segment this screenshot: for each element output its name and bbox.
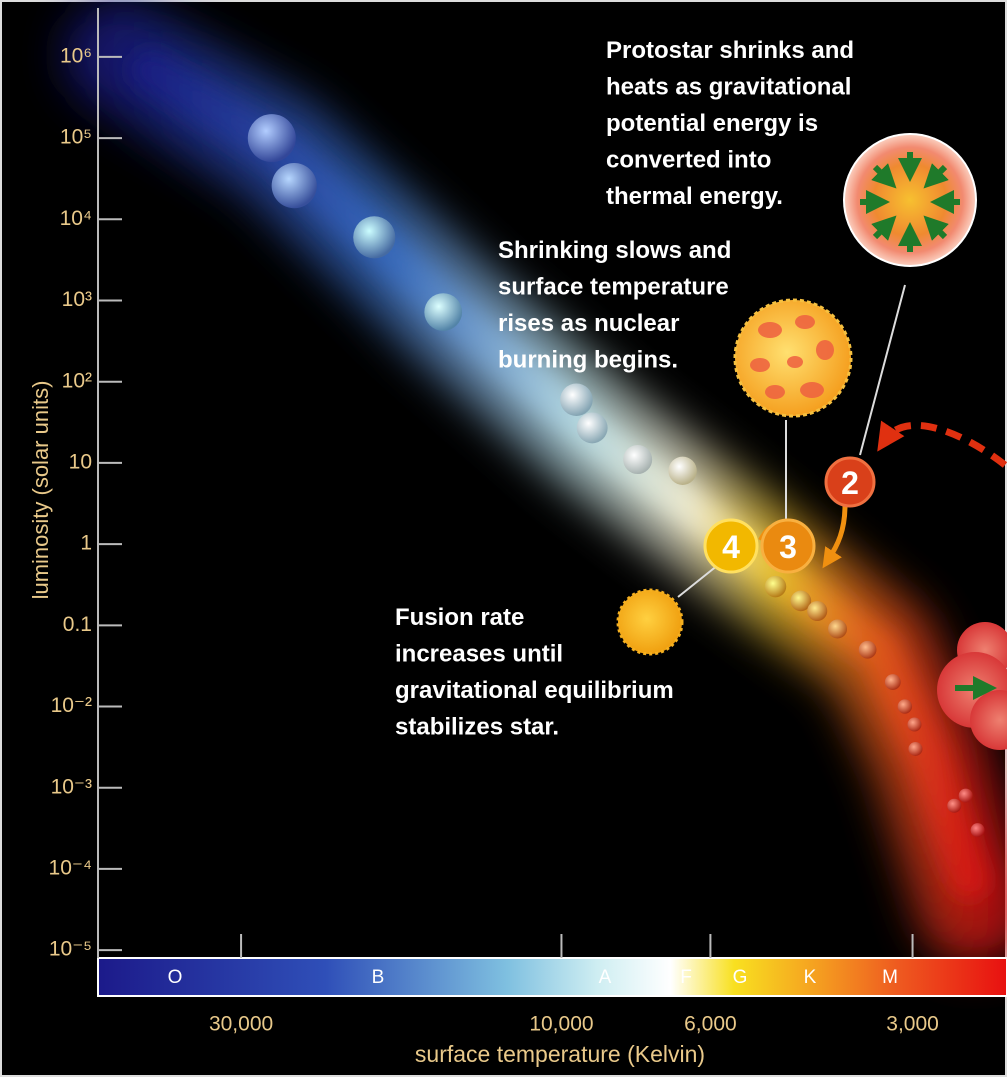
- spectral-class: G: [733, 967, 748, 988]
- y-tick-label: 0.1: [63, 613, 92, 636]
- x-axis-title: surface temperature (Kelvin): [415, 1041, 705, 1067]
- annotation-line: stabilizes star.: [395, 714, 559, 741]
- spectral-class: B: [372, 967, 385, 988]
- y-tick-label: 10⁴: [60, 207, 92, 230]
- step-marker: 3: [779, 529, 797, 565]
- annotation-line: Fusion rate: [395, 604, 524, 631]
- x-tick-label: 30,000: [209, 1013, 273, 1036]
- star: [560, 383, 593, 416]
- star: [907, 717, 922, 732]
- spectral-class: F: [680, 967, 692, 988]
- y-tick-label: 10⁻²: [51, 694, 92, 717]
- y-axis-title: luminosity (solar units): [28, 381, 53, 600]
- annotation-line: increases until: [395, 641, 563, 668]
- star: [424, 293, 463, 331]
- annotation-line: surface temperature: [498, 274, 729, 301]
- markers: 2 3 4: [703, 456, 876, 574]
- protostar-illustration: [843, 133, 977, 267]
- y-tick-label: 10⁻³: [51, 775, 92, 798]
- spotted-star-illustration: [733, 298, 853, 418]
- y-tick-label: 10³: [62, 288, 92, 311]
- y-tick-label: 10⁻⁴: [49, 856, 92, 879]
- annotation-line: rises as nuclear: [498, 310, 679, 337]
- annotation-line: Shrinking slows and: [498, 237, 731, 264]
- star: [247, 114, 296, 163]
- star: [828, 619, 848, 639]
- annotations: Protostar shrinks and heats as gravitatio…: [395, 37, 854, 741]
- star: [576, 412, 608, 444]
- y-tick-label: 10⁶: [60, 44, 92, 67]
- star: [908, 741, 923, 756]
- star: [623, 445, 653, 475]
- step-marker: 4: [722, 529, 740, 565]
- annotation-line: converted into: [606, 147, 771, 174]
- cloud-illustration: [937, 622, 1007, 750]
- star: [858, 640, 877, 659]
- spectral-class: K: [804, 967, 817, 988]
- y-tick-label: 10⁻⁵: [49, 938, 92, 961]
- spectral-class: M: [882, 967, 898, 988]
- star: [947, 798, 962, 813]
- annotation-line: burning begins.: [498, 347, 678, 374]
- star: [790, 590, 812, 612]
- stars: [247, 114, 985, 838]
- star: [807, 600, 828, 622]
- annotation-line: potential energy is: [606, 110, 818, 137]
- x-tick-label: 10,000: [529, 1013, 593, 1036]
- annotation-line: Protostar shrinks and: [606, 37, 854, 64]
- spectral-class: O: [168, 967, 183, 988]
- stable-star-illustration: [616, 588, 684, 656]
- star: [897, 699, 913, 714]
- star: [353, 216, 396, 259]
- y-tick-label: 10: [69, 450, 92, 473]
- star: [884, 674, 901, 690]
- x-tick-label: 3,000: [886, 1013, 939, 1036]
- star: [958, 788, 973, 803]
- annotation-line: gravitational equilibrium: [395, 677, 674, 704]
- y-tick-label: 10⁵: [60, 126, 92, 149]
- spectral-bar: [97, 957, 1007, 997]
- connector-lines: [677, 284, 906, 598]
- star: [668, 456, 697, 485]
- x-tick-label: 6,000: [684, 1013, 737, 1036]
- step-marker: 2: [841, 465, 859, 501]
- y-tick-label: 10²: [62, 369, 92, 392]
- spectral-class: A: [599, 967, 612, 988]
- star: [970, 823, 985, 838]
- star: [764, 575, 787, 598]
- star: [271, 163, 317, 209]
- y-tick-label: 1: [80, 532, 92, 555]
- annotation-line: thermal energy.: [606, 183, 783, 210]
- annotation-line: heats as gravitational: [606, 74, 851, 101]
